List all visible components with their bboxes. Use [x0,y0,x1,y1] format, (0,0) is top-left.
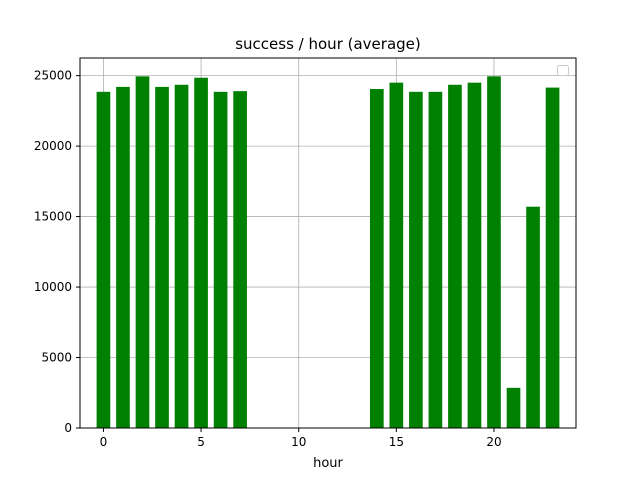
bar-hour-4 [174,84,189,429]
x-tick-label: 0 [100,435,108,449]
bar-hour-19 [467,82,482,429]
y-tick-label: 0 [64,421,72,435]
bar-hour-3 [155,86,169,429]
bar-hour-14 [369,89,384,428]
x-axis-ticks: 0 5 10 15 20 [100,428,502,449]
y-tick-label: 15000 [34,210,72,224]
bar-hour-17 [428,91,443,428]
chart-title: success / hour (average) [235,35,421,53]
y-tick-label: 10000 [34,280,72,294]
x-tick-label: 5 [197,435,205,449]
bar-hour-2 [135,76,150,429]
bar-hour-5 [194,77,208,428]
bar-hour-20 [487,76,501,429]
legend-box [557,65,569,76]
x-axis-label: hour [313,456,343,471]
bar-hour-7 [233,91,247,428]
bar-hour-22 [526,206,540,428]
bar-hour-21 [506,387,521,428]
bar-hour-0 [96,91,111,428]
bar-hour-16 [409,91,423,428]
x-tick-label: 15 [389,435,404,449]
bar-hour-15 [389,82,404,429]
x-tick-label: 10 [291,435,306,449]
plot-frame [79,57,577,429]
bar-hour-23 [545,87,560,428]
y-tick-label: 25000 [34,69,72,83]
y-axis-ticks: 0 5000 10000 15000 20000 25000 [34,69,80,435]
x-tick-label: 20 [486,435,501,449]
bar-hour-18 [448,84,462,429]
y-tick-label: 20000 [34,139,72,153]
y-tick-label: 5000 [41,351,72,365]
bar-hour-1 [116,86,130,429]
bars [96,76,560,429]
bar-hour-6 [213,91,228,428]
